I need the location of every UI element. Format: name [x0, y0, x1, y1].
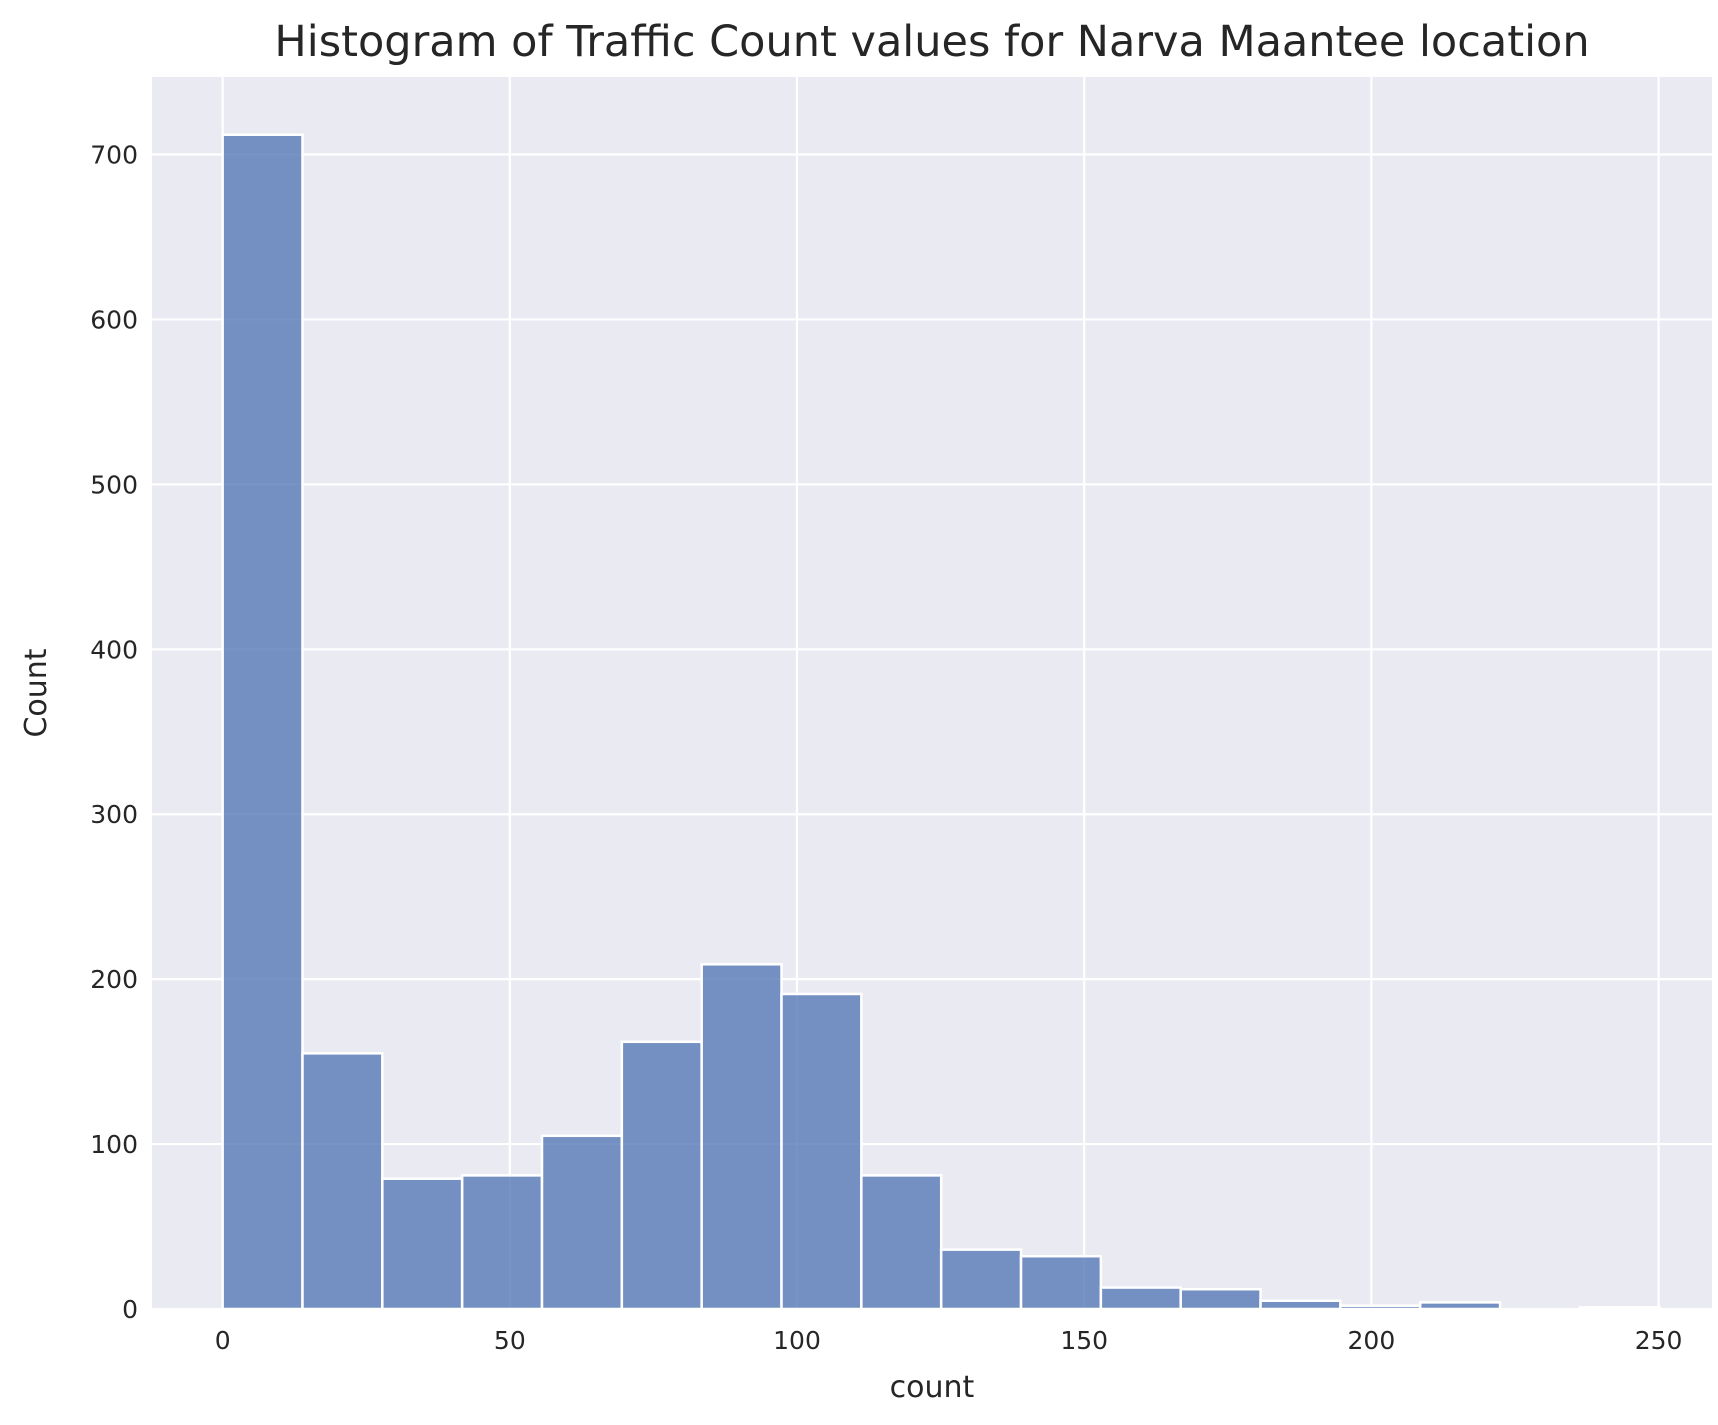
histogram-bar [1179, 1287, 1262, 1311]
x-tick-label: 150 [1060, 1326, 1108, 1355]
histogram-bar [780, 992, 863, 1311]
x-tick-label: 0 [215, 1326, 231, 1355]
histogram-bar [700, 963, 783, 1311]
histogram-bar [1578, 1306, 1661, 1311]
histogram-bar [860, 1174, 943, 1311]
grid-lines [152, 77, 1712, 1311]
x-tick-label: 50 [494, 1326, 526, 1355]
histogram-bar [460, 1174, 544, 1311]
x-tick-labels: 0 50 100 150 200 250 [215, 1326, 1683, 1355]
y-tick-label: 400 [90, 635, 138, 664]
x-axis-label: count [890, 1370, 975, 1405]
chart-title: Histogram of Traffic Count values for Na… [274, 17, 1589, 67]
histogram-bar [1099, 1286, 1182, 1311]
histogram-bar [939, 1248, 1023, 1311]
y-tick-label: 0 [122, 1295, 138, 1324]
histogram-bar [221, 133, 304, 1311]
histogram-bar [1339, 1304, 1422, 1311]
y-axis-label: Count [19, 648, 54, 737]
y-tick-label: 600 [90, 305, 138, 334]
histogram-bar [1259, 1299, 1342, 1311]
histogram-bar [540, 1134, 624, 1311]
histogram-bar [381, 1177, 464, 1311]
x-tick-label: 100 [773, 1326, 821, 1355]
y-tick-label: 700 [90, 141, 138, 170]
y-tick-label: 100 [90, 1130, 138, 1159]
histogram-bars [221, 133, 1661, 1311]
histogram-bar [1019, 1254, 1103, 1311]
histogram-bar [1418, 1301, 1502, 1311]
y-tick-label: 300 [90, 800, 138, 829]
x-tick-label: 250 [1635, 1326, 1683, 1355]
y-tick-labels: 0 100 200 300 400 500 600 700 [90, 141, 138, 1324]
plot-area [152, 77, 1712, 1309]
histogram-bar [620, 1040, 703, 1311]
y-tick-label: 500 [90, 470, 138, 499]
histogram-bar [301, 1052, 384, 1311]
y-tick-label: 200 [90, 965, 138, 994]
x-tick-label: 200 [1348, 1326, 1396, 1355]
